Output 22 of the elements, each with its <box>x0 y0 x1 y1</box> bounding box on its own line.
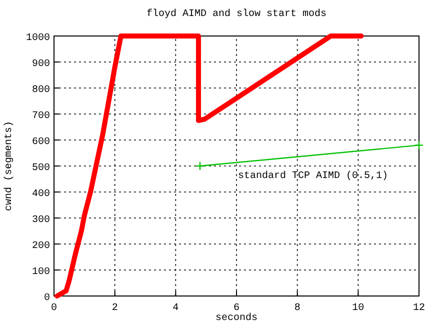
x-tick-label: 2 <box>112 303 118 314</box>
y-tick-label: 700 <box>32 111 50 122</box>
y-axis-title: cwnd (segments) <box>3 120 15 212</box>
x-tick-label: 12 <box>412 303 426 314</box>
y-tick-label: 600 <box>32 137 50 148</box>
y-tick-label: 400 <box>32 189 50 200</box>
x-tick-label: 0 <box>50 303 58 314</box>
annotation: standard TCP AIMD (0.5,1) <box>238 170 388 182</box>
x-tick-label: 10 <box>352 303 364 314</box>
chart-title: floyd AIMD and slow start mods <box>146 8 327 20</box>
x-tick-label: 6 <box>233 303 240 314</box>
y-tick-label: 300 <box>32 215 50 226</box>
y-tick-label: 900 <box>32 59 50 70</box>
y-tick-label: 500 <box>32 163 50 174</box>
y-tick-label: 800 <box>32 85 50 96</box>
y-tick-label: 0 <box>44 293 50 304</box>
y-tick-label: 1000 <box>26 33 50 44</box>
x-tick-label: 4 <box>172 303 179 314</box>
y-tick-label: 200 <box>32 241 50 252</box>
y-tick-label: 100 <box>32 267 50 278</box>
x-tick-label: 8 <box>294 303 300 314</box>
x-axis-title: seconds <box>215 312 258 321</box>
